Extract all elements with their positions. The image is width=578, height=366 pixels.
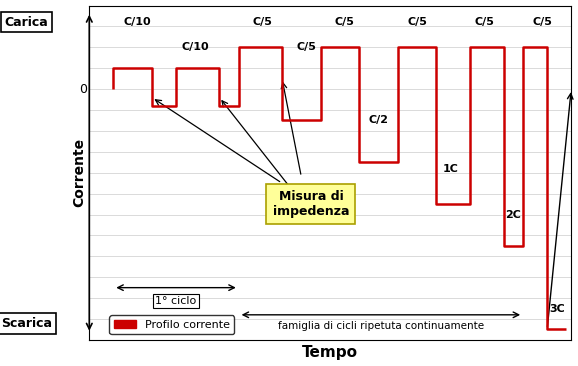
Text: famiglia di cicli ripetuta continuamente: famiglia di cicli ripetuta continuamente	[278, 321, 484, 331]
Text: 1° ciclo: 1° ciclo	[155, 296, 197, 306]
X-axis label: Tempo: Tempo	[302, 346, 358, 361]
Text: C/5: C/5	[475, 17, 494, 27]
Text: C/5: C/5	[335, 17, 355, 27]
Text: C/5: C/5	[532, 17, 552, 27]
Text: 1C: 1C	[443, 164, 459, 173]
Text: 0: 0	[79, 83, 87, 96]
Text: C/5: C/5	[407, 17, 427, 27]
Text: 2C: 2C	[506, 209, 521, 220]
Text: C/10: C/10	[124, 17, 151, 27]
Text: C/5: C/5	[297, 42, 316, 52]
Text: Misura di
impedenza: Misura di impedenza	[273, 190, 349, 218]
Text: C/2: C/2	[368, 116, 388, 126]
Text: C/10: C/10	[181, 42, 209, 52]
Text: C/5: C/5	[253, 17, 273, 27]
Text: Scarica: Scarica	[1, 317, 52, 330]
Text: Carica: Carica	[5, 16, 49, 29]
Y-axis label: Corrente: Corrente	[72, 138, 87, 207]
Text: 3C: 3C	[549, 303, 565, 314]
Legend: Profilo corrente: Profilo corrente	[109, 315, 234, 334]
